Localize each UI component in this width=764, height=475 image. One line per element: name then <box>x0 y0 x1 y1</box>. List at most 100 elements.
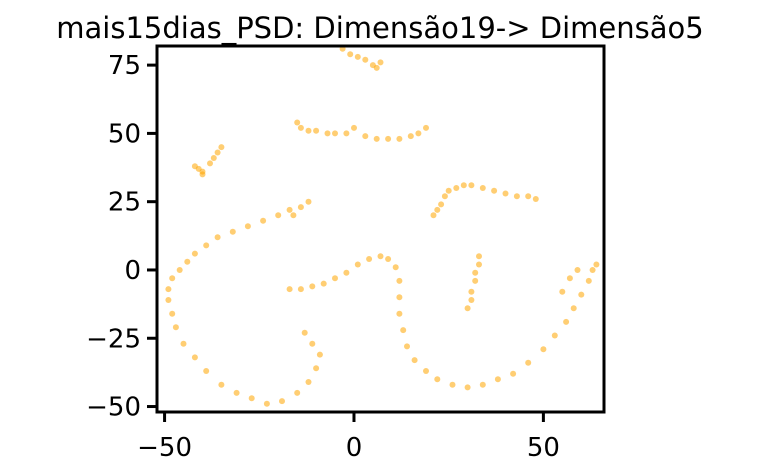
scatter-point-0-101 <box>434 376 441 383</box>
scatter-point-0-11 <box>210 155 217 161</box>
scatter-point-0-62 <box>184 258 191 265</box>
scatter-point-0-99 <box>411 357 418 364</box>
scatter-point-0-10 <box>207 160 213 167</box>
plot-frame <box>155 44 606 414</box>
scatter-point-0-73 <box>233 389 240 396</box>
scatter-point-0-23 <box>362 133 369 140</box>
scatter-point-0-87 <box>332 275 338 282</box>
scatter-point-0-71 <box>203 368 210 374</box>
scatter-point-0-96 <box>396 310 403 317</box>
y-tick-label: −50 <box>86 393 141 423</box>
scatter-point-0-5 <box>373 64 380 71</box>
scatter-point-0-2 <box>354 53 361 60</box>
scatter-point-0-40 <box>502 190 509 197</box>
scatter-point-0-69 <box>180 340 187 347</box>
x-tick-label: 50 <box>527 433 560 463</box>
scatter-point-0-8 <box>191 163 198 170</box>
scatter-point-0-74 <box>248 395 255 402</box>
scatter-point-0-34 <box>445 187 452 194</box>
scatter-point-0-65 <box>165 286 172 293</box>
scatter-point-0-86 <box>320 280 327 287</box>
scatter-point-0-52 <box>297 204 304 211</box>
scatter-point-0-117 <box>566 275 573 282</box>
scatter-point-0-20 <box>332 130 338 137</box>
scatter-point-0-77 <box>294 389 301 396</box>
scatter-point-0-105 <box>494 376 501 383</box>
scatter-point-0-104 <box>479 381 486 388</box>
y-tick-label: 50 <box>108 119 141 149</box>
scatter-point-0-12 <box>214 149 221 156</box>
scatter-point-0-13 <box>218 144 225 151</box>
scatter-point-0-80 <box>316 351 323 358</box>
scatter-point-0-46 <box>472 269 479 276</box>
scatter-point-0-109 <box>551 332 558 339</box>
scatter-point-0-90 <box>366 256 373 262</box>
scatter-point-0-53 <box>305 198 312 205</box>
scatter-point-0-25 <box>385 135 392 142</box>
scatter-point-0-110 <box>563 318 570 325</box>
scatter-point-0-81 <box>309 340 316 347</box>
scatter-point-0-75 <box>263 400 270 407</box>
scatter-point-0-58 <box>229 228 236 235</box>
scatter-point-0-6 <box>377 59 384 66</box>
scatter-point-0-55 <box>275 212 282 219</box>
scatter-point-0-59 <box>214 234 221 241</box>
scatter-point-0-91 <box>377 253 384 260</box>
scatter-point-0-30 <box>430 212 437 219</box>
y-tick-label: 0 <box>124 256 141 286</box>
scatter-point-0-68 <box>172 324 179 331</box>
scatter-point-0-112 <box>578 291 585 298</box>
scatter-point-0-27 <box>407 133 414 140</box>
scatter-point-0-97 <box>400 327 407 334</box>
scatter-point-0-31 <box>434 206 441 213</box>
scatter-point-0-95 <box>396 294 403 301</box>
scatter-point-0-66 <box>165 297 172 303</box>
scatter-point-0-24 <box>373 135 380 142</box>
scatter-point-0-1 <box>347 51 354 58</box>
scatter-point-0-28 <box>415 130 422 137</box>
scatter-point-0-89 <box>354 261 361 268</box>
y-axis: 75 50 25 0 −25 −50 <box>86 51 157 423</box>
points-layer <box>165 45 600 407</box>
scatter-point-0-57 <box>244 223 251 230</box>
scatter-point-0-107 <box>525 359 532 366</box>
scatter-point-0-106 <box>510 370 517 377</box>
x-axis: −50 0 50 <box>137 412 560 463</box>
scatter-point-0-42 <box>525 193 532 200</box>
scatter-point-0-50 <box>464 305 471 312</box>
scatter-point-0-48 <box>468 288 475 295</box>
scatter-point-0-35 <box>453 185 460 191</box>
scatter-point-0-94 <box>396 277 403 284</box>
scatter-point-0-113 <box>585 277 592 284</box>
x-tick-label: −50 <box>137 433 192 463</box>
scatter-point-0-18 <box>313 127 320 134</box>
scatter-point-0-111 <box>570 305 577 312</box>
scatter-point-0-54 <box>286 206 293 213</box>
scatter-point-0-39 <box>491 187 498 194</box>
scatter-point-0-79 <box>313 365 320 372</box>
scatter-point-0-33 <box>441 193 448 200</box>
scatter-point-0-49 <box>468 297 475 303</box>
scatter-point-0-78 <box>305 379 312 385</box>
scatter-point-0-82 <box>301 329 308 336</box>
scatter-point-0-16 <box>297 124 304 131</box>
scatter-point-0-21 <box>343 130 350 137</box>
scatter-point-0-92 <box>385 256 392 262</box>
scatter-point-0-108 <box>540 346 547 353</box>
scatter-point-0-61 <box>191 250 198 257</box>
y-tick-label: 75 <box>108 51 141 81</box>
x-tick-label: 0 <box>346 433 363 463</box>
scatter-point-0-115 <box>593 261 600 268</box>
y-tick-label: 25 <box>108 188 141 218</box>
scatter-point-0-32 <box>438 201 445 208</box>
scatter-point-0-47 <box>472 277 479 284</box>
scatter-point-0-38 <box>479 185 486 191</box>
scatter-point-0-67 <box>169 310 176 317</box>
scatter-point-0-70 <box>191 354 198 361</box>
scatter-point-0-118 <box>559 288 566 295</box>
scatter-point-0-26 <box>396 135 403 142</box>
scatter-point-0-44 <box>476 253 482 260</box>
scatter-point-0-37 <box>468 182 475 189</box>
scatter-point-0-41 <box>513 193 520 200</box>
scatter-point-0-85 <box>309 283 316 290</box>
